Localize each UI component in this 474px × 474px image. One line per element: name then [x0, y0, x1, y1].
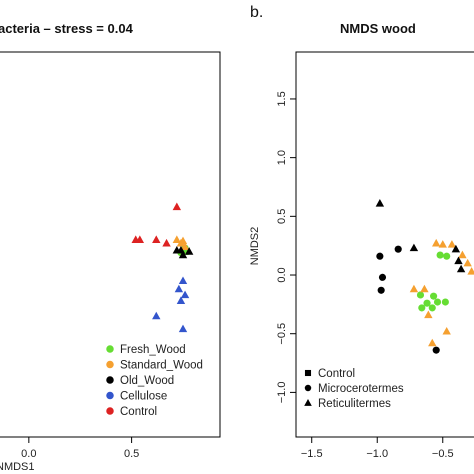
data-point: [176, 296, 186, 304]
data-point: [467, 267, 474, 275]
data-point: [184, 247, 194, 255]
legend-marker: [304, 369, 312, 377]
panel-b-x-axis: −1.5 −1.0 −0.5: [301, 437, 454, 460]
data-point: [378, 273, 387, 281]
data-point: [178, 324, 188, 333]
data-point: [423, 299, 431, 307]
y-tick-label: −1.0: [276, 382, 288, 404]
panel-b-legend: Control Microcerotermes Reticulitermes: [304, 368, 404, 410]
data-point: [432, 346, 440, 354]
x-tick-label: −0.5: [432, 448, 454, 460]
panel-a-title: acteria – stress = 0.04: [0, 21, 134, 36]
data-point: [178, 236, 188, 245]
legend-label: Standard_Wood: [120, 360, 203, 372]
panel-a-x-axis-label: NMDS1: [0, 461, 35, 473]
data-point: [443, 252, 451, 260]
panel-b-plot-frame: [295, 51, 474, 438]
data-point: [375, 199, 385, 207]
data-point: [409, 243, 419, 252]
data-point: [135, 235, 145, 243]
x-tick-label: 0.0: [21, 448, 36, 460]
legend-label: Reticulitermes: [318, 398, 391, 410]
data-point: [394, 245, 402, 253]
legend-label: Control: [120, 406, 157, 418]
panel-b-points: [375, 199, 474, 354]
data-point: [409, 284, 419, 293]
data-point: [433, 298, 442, 306]
x-tick-label: −1.5: [301, 448, 323, 460]
legend-marker: [304, 384, 312, 392]
data-point: [447, 240, 457, 248]
data-point: [180, 242, 190, 250]
data-point: [456, 264, 466, 273]
panel-a-plot-frame: [0, 51, 221, 438]
panel-b-letter: b.: [250, 4, 263, 21]
data-point: [376, 252, 384, 260]
data-point: [377, 286, 385, 294]
panel-b-title: NMDS wood: [340, 21, 416, 36]
data-point: [428, 338, 437, 347]
panel-a: acteria – stress = 0.04 0.0 0.5 NMDS1 Fre…: [0, 21, 221, 473]
y-tick-label: 1.5: [276, 91, 288, 106]
data-point: [152, 235, 161, 243]
data-point: [152, 311, 161, 320]
panel-b: b. NMDS wood −1.5 −1.0 −0.5 −1.0 −0.5 0.0 0.5…: [249, 4, 474, 460]
legend-label: Fresh_Wood: [120, 344, 186, 356]
y-tick-label: 1.0: [276, 150, 288, 165]
panel-b-y-axis-label: NMDS2: [249, 227, 261, 266]
data-point: [451, 244, 461, 253]
x-tick-label: −1.0: [366, 448, 388, 460]
panel-b-y-axis: −1.0 −0.5 0.0 0.5 1.0 1.5: [276, 91, 296, 403]
legend-marker: [106, 376, 114, 384]
data-point: [172, 235, 182, 243]
legend-marker: [106, 360, 114, 369]
data-point: [442, 326, 451, 335]
data-point: [418, 304, 426, 312]
legend-marker: [106, 345, 114, 353]
y-tick-label: 0.0: [276, 267, 288, 282]
data-point: [178, 250, 188, 259]
legend-marker: [106, 407, 114, 415]
data-point: [172, 202, 182, 211]
y-tick-label: 0.5: [276, 209, 288, 224]
data-point: [438, 240, 447, 248]
data-point: [178, 276, 188, 285]
panel-a-points: [131, 202, 194, 333]
data-point: [463, 258, 472, 267]
data-point: [430, 292, 438, 300]
panel-a-legend: Fresh_Wood Standard_Wood Old_Wood Cellulose…: [106, 344, 203, 418]
data-point: [180, 290, 190, 299]
x-tick-label: 0.5: [124, 448, 139, 460]
data-point: [416, 291, 425, 299]
legend-label: Cellulose: [120, 391, 167, 403]
legend-marker: [106, 391, 114, 400]
y-tick-label: −0.5: [276, 323, 288, 345]
data-point: [436, 251, 444, 259]
data-point: [458, 250, 467, 259]
data-point: [432, 238, 441, 247]
legend-label: Control: [318, 368, 355, 380]
data-point: [420, 284, 429, 293]
legend-label: Old_Wood: [120, 375, 174, 387]
panel-a-x-axis: 0.0 0.5: [21, 437, 139, 460]
data-point: [424, 310, 433, 319]
data-point: [428, 304, 436, 312]
data-point: [454, 256, 463, 265]
data-point: [162, 238, 171, 247]
legend-label: Microcerotermes: [318, 383, 404, 395]
data-point: [441, 298, 449, 306]
legend-marker: [304, 399, 312, 406]
data-point: [174, 284, 184, 293]
